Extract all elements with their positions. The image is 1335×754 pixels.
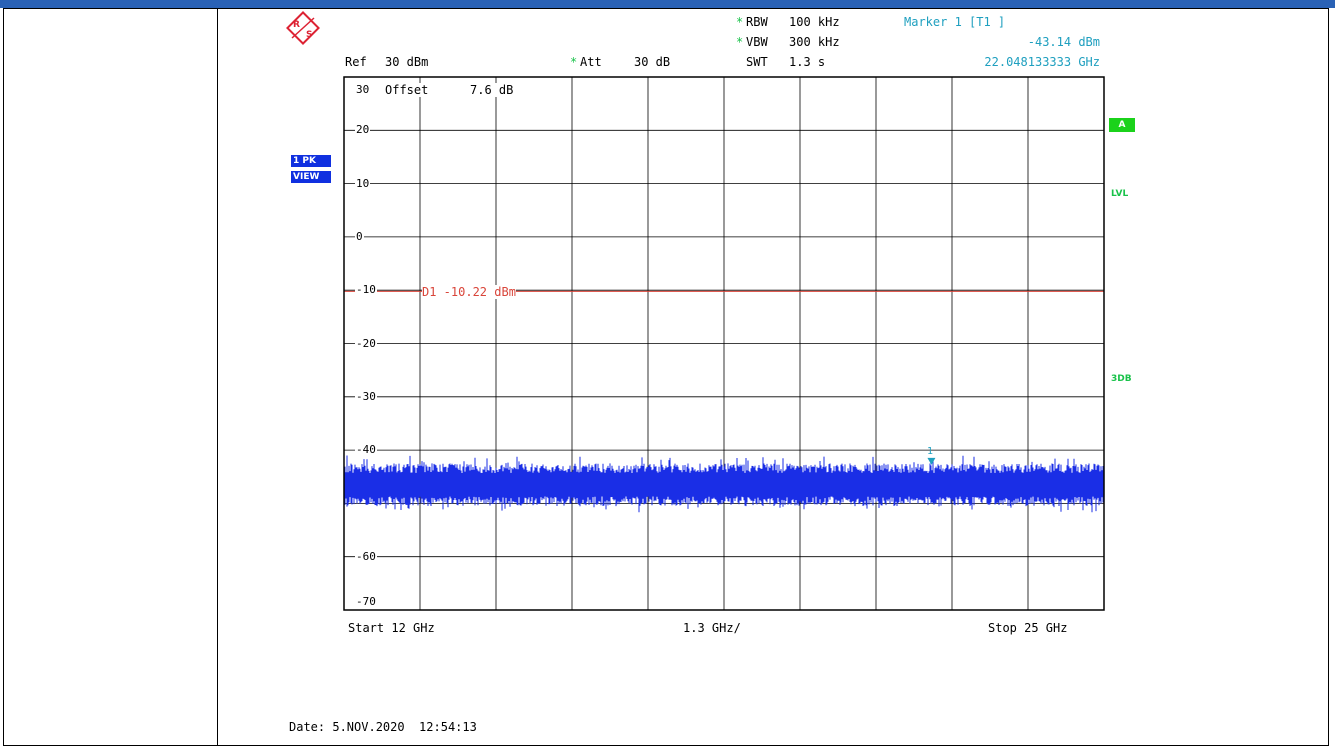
y-tick-label: -10: [355, 283, 377, 297]
marker-level: -43.14 dBm: [1027, 35, 1100, 49]
vbw-value: 300 kHz: [789, 35, 840, 49]
report-frame: [3, 8, 1329, 746]
column-divider: [217, 8, 218, 746]
rbw-star: *: [736, 15, 744, 29]
offset-value: 7.6 dB: [470, 83, 514, 97]
att-value: 30 dB: [634, 55, 671, 69]
y-tick-label: 30: [355, 83, 371, 96]
span-per-division: 1.3 GHz/: [683, 621, 741, 635]
marker-title: Marker 1 [T1 ]: [904, 15, 1006, 29]
plot-grid: [344, 77, 1104, 610]
rbw-label: RBW: [746, 15, 768, 29]
display-line-label: D1 -10.22 dBm: [422, 285, 516, 299]
trace-mode-badge: VIEW: [291, 171, 331, 183]
y-tick-label: 0: [355, 229, 364, 243]
top-color-bar: [0, 0, 1335, 8]
y-tick-label: -40: [355, 443, 377, 457]
offset-label: Offset: [385, 83, 429, 97]
swt-value: 1.3 s: [789, 55, 826, 69]
att-label: Att: [580, 55, 602, 69]
ref-label: Ref: [345, 55, 367, 69]
ref-value: 30 dBm: [385, 55, 429, 69]
y-tick-label: -20: [355, 336, 377, 350]
att-star: *: [570, 55, 578, 69]
marker-triangle: [927, 457, 936, 465]
trace-a-badge: A: [1109, 118, 1135, 132]
y-tick-label: -30: [355, 389, 377, 403]
start-frequency: Start 12 GHz: [348, 621, 435, 635]
swt-label: SWT: [746, 55, 768, 69]
plot-border: [343, 76, 1105, 611]
date-stamp: Date: 5.NOV.2020 12:54:13: [289, 720, 477, 734]
y-tick-label: -60: [355, 549, 377, 563]
3db-indicator: 3DB: [1111, 374, 1132, 384]
y-tick-label: 10: [355, 176, 371, 190]
vbw-label: VBW: [746, 35, 768, 49]
y-tick-label: 20: [355, 123, 371, 137]
vbw-star: *: [736, 35, 744, 49]
marker-number: 1: [927, 446, 934, 457]
rbw-value: 100 kHz: [789, 15, 840, 29]
trace-detector-badge: 1 PK: [291, 155, 331, 167]
y-tick-label: -70: [355, 595, 377, 608]
marker-1: [927, 457, 936, 465]
lvl-indicator: LVL: [1111, 189, 1129, 199]
marker-frequency: 22.048133333 GHz: [984, 55, 1100, 69]
stop-frequency: Stop 25 GHz: [988, 621, 1068, 635]
